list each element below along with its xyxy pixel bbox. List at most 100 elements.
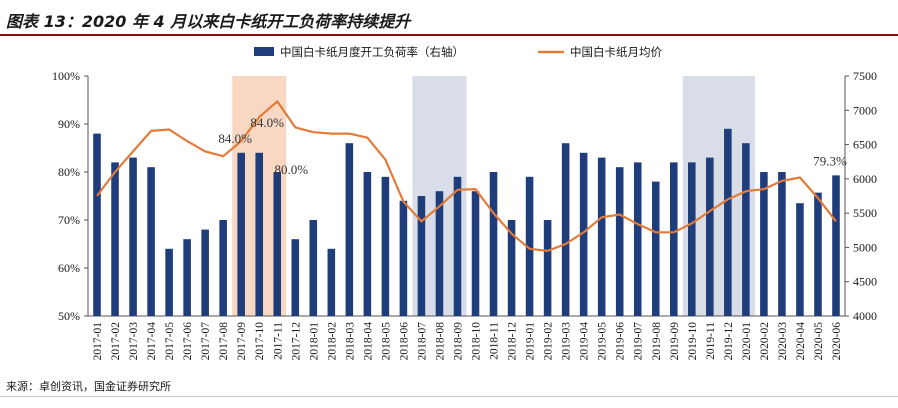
bar-2019-11 — [706, 157, 714, 316]
x-tick-label: 2017-05 — [164, 322, 176, 361]
bar-2020-06 — [832, 175, 840, 316]
chart-title: 图表 13：2020 年 4 月以来白卡纸开工负荷率持续提升 — [6, 12, 411, 31]
x-tick-label: 2020-03 — [777, 322, 789, 361]
left-tick-label: 100% — [52, 69, 80, 83]
bar-2019-04 — [579, 152, 588, 316]
bar-2020-01 — [742, 143, 750, 316]
x-tick-label: 2017-10 — [254, 322, 266, 361]
x-tick-label: 2018-11 — [489, 322, 501, 360]
x-tick-label: 2018-04 — [362, 322, 374, 361]
right-tick-label: 6500 — [853, 138, 877, 152]
x-tick-label: 2019-01 — [525, 322, 537, 361]
legend-swatch-bar — [254, 47, 274, 56]
x-tick-label: 2018-02 — [326, 322, 338, 361]
x-tick-label: 2019-06 — [615, 322, 627, 361]
x-tick-label: 2017-08 — [218, 322, 230, 361]
bar-2017-12 — [291, 239, 300, 316]
left-tick-label: 90% — [58, 117, 80, 131]
x-tick-label: 2019-10 — [687, 322, 699, 361]
bar-2017-03 — [129, 157, 137, 316]
x-tick-label: 2017-03 — [128, 322, 140, 361]
x-tick-label: 2017-09 — [236, 322, 248, 361]
bar-2018-05 — [381, 176, 390, 316]
bar-2019-03 — [561, 143, 570, 316]
x-tick-label: 2018-01 — [308, 322, 320, 361]
bar-2017-05 — [165, 248, 173, 316]
bar-2018-04 — [363, 172, 372, 316]
bar-2017-04 — [147, 167, 155, 316]
bar-2018-11 — [489, 172, 498, 316]
bar-2018-02 — [327, 248, 336, 316]
x-tick-label: 2020-02 — [759, 322, 771, 361]
left-tick-label: 50% — [58, 309, 80, 323]
x-tick-labels: 2017-01 2017-02 2017-03 2017-04 2017-05 2017-… — [92, 322, 843, 361]
data-label-2017-11: 80.0% — [274, 162, 308, 177]
bar-2020-03 — [778, 172, 786, 316]
x-tick-label: 2020-05 — [813, 322, 825, 361]
right-tick-label: 7500 — [853, 69, 877, 83]
data-label-2017-09: 84.0% — [218, 131, 252, 146]
x-tick-label: 2018-10 — [471, 322, 483, 361]
bar-2019-07 — [633, 162, 642, 316]
x-tick-label: 2018-07 — [416, 322, 428, 361]
legend-label-line: 中国白卡纸月均价 — [570, 45, 662, 59]
bar-2018-03 — [345, 143, 354, 316]
bar-2019-12 — [724, 128, 732, 316]
bar-2017-01 — [93, 133, 101, 316]
bar-2017-08 — [219, 220, 227, 316]
x-tick-label: 2019-07 — [633, 322, 645, 361]
x-tick-label: 2017-11 — [272, 322, 284, 360]
x-tick-label: 2019-09 — [669, 322, 681, 361]
annotations: 84.0%84.0% 80.0% 79.3% — [218, 115, 847, 177]
x-tick-label: 2018-08 — [434, 322, 446, 361]
bar-2019-01 — [525, 176, 534, 316]
bar-2018-06 — [399, 200, 408, 316]
right-tick-label: 6000 — [853, 172, 877, 186]
bar-2017-07 — [201, 229, 209, 316]
x-tick-label: 2019-02 — [543, 322, 555, 361]
bar-2017-06 — [183, 239, 191, 316]
bar-2017-11 — [273, 172, 282, 316]
legend-label-bar: 中国白卡纸月度开工负荷率（右轴） — [280, 45, 464, 59]
bar-2018-08 — [435, 191, 444, 316]
bar-2018-01 — [309, 220, 318, 316]
bar-2018-07 — [417, 196, 426, 316]
x-tick-label: 2017-01 — [92, 322, 104, 361]
left-tick-label: 70% — [58, 213, 80, 227]
source-rule — [0, 396, 898, 397]
x-tick-label: 2018-05 — [380, 322, 392, 361]
bar-2017-10 — [255, 152, 264, 316]
chart: 50% 60% 70% 80% 90% 100% 4000 4500 5000 5500 6000 6… — [52, 45, 877, 361]
x-tick-label: 2019-08 — [651, 322, 663, 361]
source-note: 来源：卓创资讯，国金证券研究所 — [6, 380, 171, 393]
bar-2017-02 — [111, 162, 119, 316]
data-label-2017-10: 84.0% — [250, 115, 284, 130]
right-tick-label: 4500 — [853, 275, 877, 289]
x-tick-label: 2018-03 — [344, 322, 356, 361]
bar-2020-04 — [796, 203, 804, 316]
bar-2018-09 — [453, 176, 462, 316]
bar-2019-02 — [543, 220, 552, 316]
x-tick-label: 2019-12 — [723, 322, 735, 361]
price-line — [96, 100, 837, 252]
right-tick-label: 4000 — [853, 309, 877, 323]
x-tick-label: 2017-04 — [146, 322, 158, 361]
x-tick-label: 2017-06 — [182, 322, 194, 361]
x-tick-label: 2019-11 — [705, 322, 717, 360]
left-tick-label: 60% — [58, 261, 80, 275]
x-tick-label: 2018-06 — [398, 322, 410, 361]
legend: 中国白卡纸月度开工负荷率（右轴） 中国白卡纸月均价 — [254, 45, 662, 59]
x-tick-label: 2020-06 — [831, 322, 843, 361]
right-tick-label: 7000 — [853, 103, 877, 117]
bar-2019-06 — [615, 167, 624, 316]
bar-2018-10 — [471, 191, 480, 316]
bar-2019-09 — [669, 162, 678, 316]
x-tick-label: 2019-04 — [579, 322, 591, 361]
x-tick-label: 2017-07 — [200, 322, 212, 361]
title-bar: 图表 13：2020 年 4 月以来白卡纸开工负荷率持续提升 — [0, 0, 898, 36]
bar-2019-10 — [688, 162, 696, 316]
right-tick-label: 5000 — [853, 240, 877, 254]
line-series — [96, 100, 837, 252]
bar-2020-02 — [760, 172, 768, 316]
x-tick-label: 2020-01 — [741, 322, 753, 361]
